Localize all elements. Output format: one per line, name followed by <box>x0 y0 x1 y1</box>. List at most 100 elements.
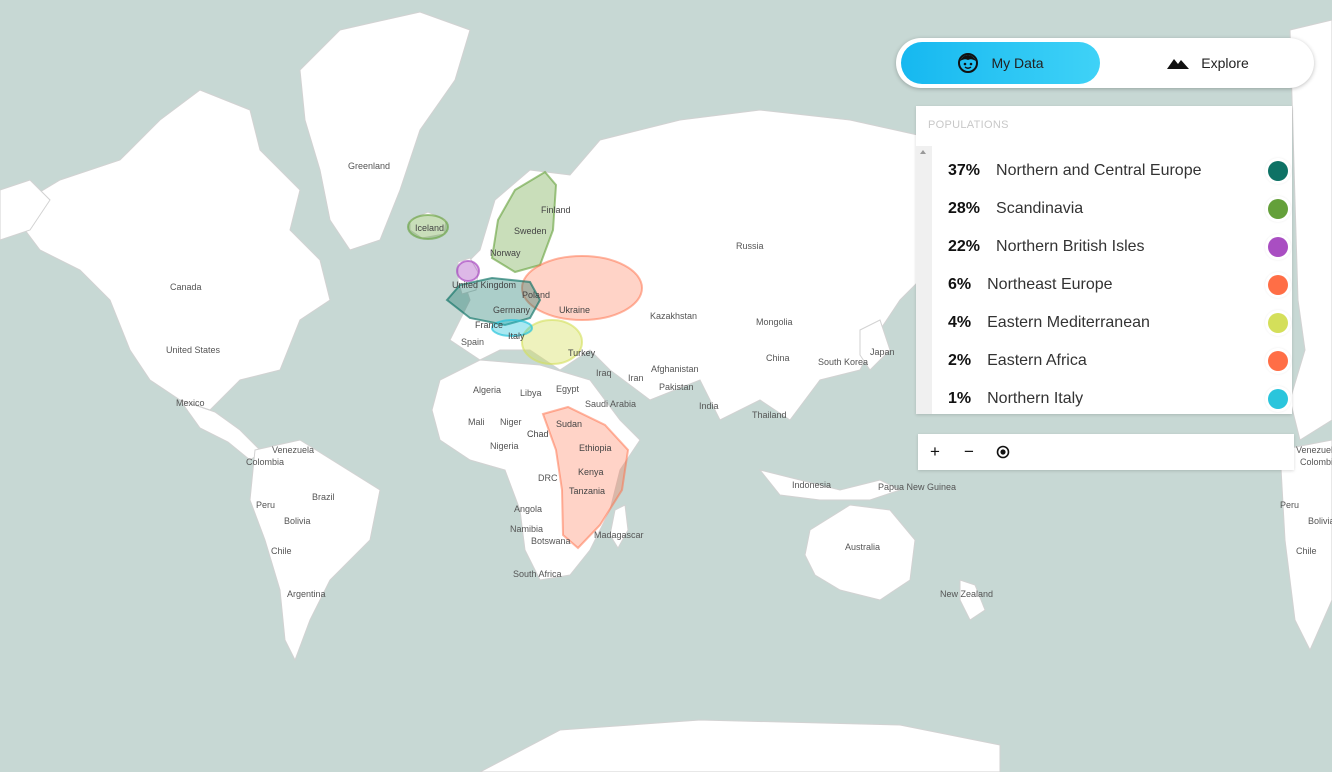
explore-label: Explore <box>1201 55 1249 71</box>
country-label: Libya <box>520 388 542 398</box>
population-name: Northern and Central Europe <box>996 162 1202 179</box>
population-item[interactable]: 28% Scandinavia <box>948 190 1288 228</box>
country-label: Turkey <box>568 348 596 358</box>
country-label: South Africa <box>513 569 562 579</box>
country-label: Namibia <box>510 524 543 534</box>
country-label: Mexico <box>176 398 205 408</box>
population-color-dot <box>1268 237 1288 257</box>
locate-button[interactable] <box>988 434 1018 470</box>
populations-panel: POPULATIONS 37% Northern and Central Eur… <box>916 106 1292 414</box>
population-name: Eastern Mediterranean <box>987 314 1150 331</box>
country-label: Tanzania <box>569 486 605 496</box>
country-label: Indonesia <box>792 480 831 490</box>
population-item[interactable]: 2% Eastern Africa <box>948 342 1288 380</box>
country-label: Spain <box>461 337 484 347</box>
population-color-dot <box>1268 313 1288 333</box>
explore-button[interactable]: Explore <box>1108 42 1308 84</box>
country-label: Sudan <box>556 419 582 429</box>
population-list: 37% Northern and Central Europe 28% Scan… <box>948 152 1288 418</box>
my-data-button[interactable]: My Data <box>901 42 1100 84</box>
country-label: New Zealand <box>940 589 993 599</box>
country-label: India <box>699 401 719 411</box>
country-label: Bolivia <box>284 516 311 526</box>
population-name: Northeast Europe <box>987 276 1113 293</box>
country-label: Colombia <box>246 457 284 467</box>
country-label: Angola <box>514 504 542 514</box>
population-name: Eastern Africa <box>987 352 1087 369</box>
country-label: Mongolia <box>756 317 793 327</box>
country-label: Iran <box>628 373 644 383</box>
population-item[interactable]: 37% Northern and Central Europe <box>948 152 1288 190</box>
zoom-out-button[interactable]: − <box>964 442 974 461</box>
country-label: Iceland <box>415 223 444 233</box>
population-name: Scandinavia <box>996 200 1084 217</box>
region-scandinavia <box>490 170 558 274</box>
region-northern-british-isles <box>456 260 480 282</box>
population-percent: 37% <box>948 162 981 179</box>
country-label: Afghanistan <box>651 364 699 374</box>
country-label: Pakistan <box>659 382 694 392</box>
population-color-dot <box>1268 275 1288 295</box>
population-percent: 28% <box>948 200 981 217</box>
country-label: Finland <box>541 205 571 215</box>
country-label: Chile <box>271 546 292 556</box>
population-percent: 1% <box>948 390 972 407</box>
country-labels: Greenland Iceland Canada United States M… <box>166 161 1332 599</box>
population-percent: 2% <box>948 352 972 369</box>
country-label: China <box>766 353 790 363</box>
population-color-dot <box>1268 389 1288 409</box>
region-eastern-mediterranean <box>521 319 583 365</box>
country-label: United States <box>166 345 221 355</box>
country-label: Ethiopia <box>579 443 612 453</box>
country-label: Botswana <box>531 536 571 546</box>
country-label: Germany <box>493 305 531 315</box>
region-iceland <box>407 214 449 240</box>
country-label: Venezuela <box>272 445 314 455</box>
population-item[interactable]: 22% Northern British Isles <box>948 228 1288 266</box>
population-item[interactable]: 1% Northern Italy <box>948 380 1288 418</box>
country-label: Argentina <box>287 589 326 599</box>
country-label: Papua New Guinea <box>878 482 956 492</box>
country-label: Japan <box>870 347 895 357</box>
country-label: Colombia <box>1300 457 1332 467</box>
locate-icon <box>996 445 1010 459</box>
population-regions[interactable] <box>407 170 643 550</box>
region-northeast-europe <box>521 255 643 321</box>
population-item[interactable]: 4% Eastern Mediterranean <box>948 304 1288 342</box>
country-label: Venezuela <box>1296 445 1332 455</box>
country-label: Greenland <box>348 161 390 171</box>
country-label: Norway <box>490 248 521 258</box>
country-label: DRC <box>538 473 558 483</box>
country-label: Australia <box>845 542 880 552</box>
face-icon <box>958 53 979 73</box>
scrollbar[interactable] <box>916 146 932 414</box>
country-label: Peru <box>256 500 275 510</box>
country-label: Mali <box>468 417 485 427</box>
country-label: Ukraine <box>559 305 590 315</box>
region-northern-italy <box>491 319 533 337</box>
country-label: Niger <box>500 417 522 427</box>
country-label: Chile <box>1296 546 1317 556</box>
region-northern-central-europe <box>445 276 542 327</box>
country-label: France <box>475 320 503 330</box>
population-percent: 22% <box>948 238 981 255</box>
country-label: South Korea <box>818 357 868 367</box>
country-label: Nigeria <box>490 441 519 451</box>
population-color-dot <box>1268 161 1288 181</box>
country-label: Saudi Arabia <box>585 399 636 409</box>
country-label: Canada <box>170 282 202 292</box>
country-label: Kenya <box>578 467 604 477</box>
view-toggle: My Data Explore <box>896 38 1314 88</box>
scroll-up-icon[interactable] <box>920 150 926 154</box>
population-item[interactable]: 6% Northeast Europe <box>948 266 1288 304</box>
country-label: Chad <box>527 429 549 439</box>
population-percent: 6% <box>948 276 972 293</box>
zoom-in-button[interactable]: + <box>930 442 940 461</box>
country-label: Algeria <box>473 385 501 395</box>
country-label: Bolivia <box>1308 516 1332 526</box>
country-label: Poland <box>522 290 550 300</box>
population-color-dot <box>1268 351 1288 371</box>
panel-title: POPULATIONS <box>928 119 1009 131</box>
country-label: Thailand <box>752 410 787 420</box>
